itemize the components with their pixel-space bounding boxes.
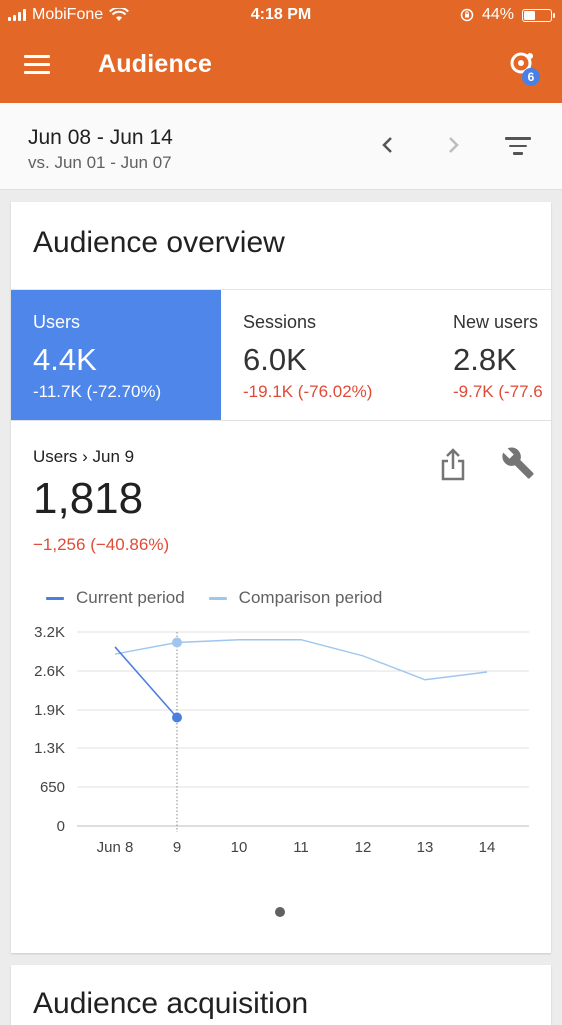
metric-tabs: Users 4.4K -11.7K (-72.70%) Sessions 6.0… (11, 289, 551, 421)
comparison-period-line (114, 639, 488, 681)
insights-icon (510, 52, 533, 74)
menu-icon[interactable] (24, 55, 50, 75)
tab-delta: -11.7K (-72.70%) (33, 382, 162, 401)
x-tick-label: 11 (293, 839, 309, 856)
filter-icon[interactable] (505, 137, 531, 157)
date-range-current[interactable]: Jun 08 - Jun 14 (28, 126, 173, 149)
tab-label: Users (33, 312, 81, 332)
audience-acquisition-card: Audience acquisition (11, 965, 551, 1025)
detail-label: Users › Jun 9 (33, 447, 135, 466)
date-range-comparison: vs. Jun 01 - Jun 07 (28, 153, 172, 172)
legend-comparison: Comparison period (208, 588, 383, 608)
card-title: Audience acquisition (33, 987, 309, 1020)
page-title: Audience (98, 50, 213, 78)
card-title: Audience overview (33, 226, 285, 259)
y-tick-label: 2.6K (34, 663, 65, 680)
signal-icon (8, 9, 26, 21)
comparison-period-point (172, 637, 182, 648)
x-tick-label: Jun 8 (97, 839, 134, 856)
users-line-chart[interactable]: 0 650 1.3K 1.9K 2.6K 3.2K Jun 8 9 10 11 12 13 14 (11, 612, 551, 872)
app-bar: Audience 6 (0, 30, 562, 103)
date-range-bar: Jun 08 - Jun 14 vs. Jun 01 - Jun 07 (0, 103, 562, 190)
y-tick-label: 3.2K (34, 624, 65, 641)
tab-delta: -9.7K (-77.6 (453, 382, 543, 401)
tab-delta: -19.1K (-76.02%) (243, 382, 373, 401)
wifi-icon (109, 8, 130, 21)
y-tick-label: 650 (40, 779, 65, 796)
app-header: MobiFone 4:18 PM 44% Audience (0, 0, 562, 103)
legend-label: Comparison period (238, 588, 383, 607)
audience-overview-card: Audience overview Users 4.4K -11.7K (-72… (11, 202, 551, 953)
current-period-point (172, 712, 182, 723)
status-time: 4:18 PM (250, 6, 312, 23)
y-tick-label: 1.9K (34, 702, 65, 719)
orientation-lock-icon (460, 8, 474, 22)
next-period-button[interactable] (441, 133, 465, 157)
x-tick-label: 13 (417, 839, 434, 856)
tab-new-users[interactable]: New users 2.8K -9.7K (-77.6 (431, 290, 551, 420)
x-tick-label: 10 (231, 839, 248, 856)
tab-value: 4.4K (33, 342, 97, 377)
share-icon[interactable] (440, 447, 466, 481)
tab-value: 2.8K (453, 342, 517, 377)
tab-label: New users (453, 312, 539, 332)
tab-value: 6.0K (243, 342, 307, 377)
pager-dot[interactable] (275, 907, 285, 917)
x-tick-label: 9 (173, 839, 181, 856)
battery-icon (522, 8, 555, 22)
carrier-label: MobiFone (32, 6, 104, 23)
y-tick-label: 1.3K (34, 740, 65, 757)
wrench-icon[interactable] (501, 446, 535, 480)
legend-current: Current period (46, 588, 185, 608)
battery-percent: 44% (481, 6, 514, 23)
tab-users[interactable]: Users 4.4K -11.7K (-72.70%) (11, 290, 221, 420)
detail-value: 1,818 (33, 474, 144, 523)
x-tick-label: 14 (479, 839, 496, 856)
current-period-line (114, 646, 178, 719)
previous-period-button[interactable] (376, 133, 400, 157)
status-bar: MobiFone 4:18 PM 44% (0, 0, 562, 30)
chart-legend: Current period Comparison period (46, 588, 406, 608)
x-tick-label: 12 (355, 839, 372, 856)
legend-label: Current period (76, 588, 185, 607)
detail-delta: −1,256 (−40.86%) (33, 535, 170, 554)
insights-button[interactable]: 6 (506, 48, 540, 86)
tab-label: Sessions (243, 312, 317, 332)
insights-badge: 6 (522, 68, 540, 86)
tab-sessions[interactable]: Sessions 6.0K -19.1K (-76.02%) (221, 290, 431, 420)
y-tick-label: 0 (57, 818, 65, 835)
